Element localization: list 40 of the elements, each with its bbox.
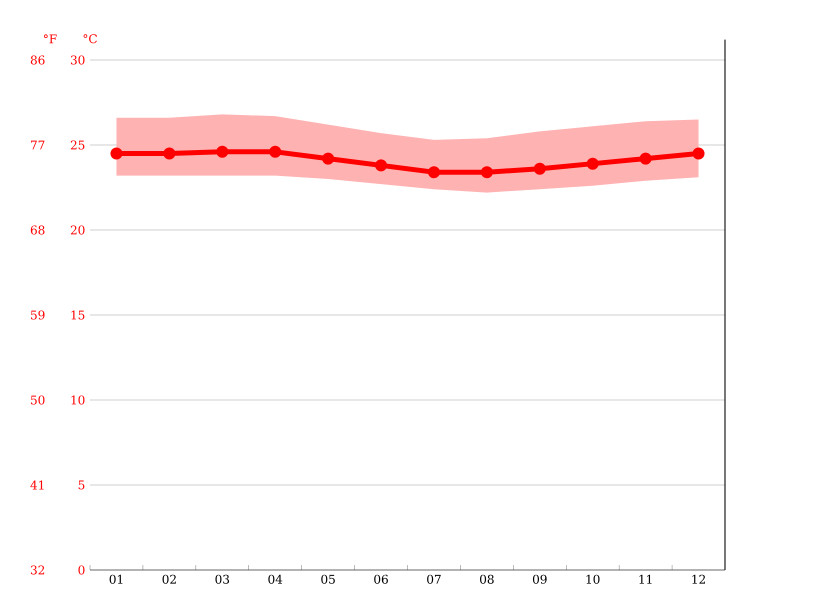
point xyxy=(586,158,599,170)
x-tick-label: 08 xyxy=(480,574,494,584)
y2-tick-label: 59 xyxy=(31,310,44,320)
x-tick-label: 03 xyxy=(215,574,230,584)
point xyxy=(269,146,282,158)
y-tick-label: 25 xyxy=(70,140,84,150)
y-tick-label: 5 xyxy=(78,480,84,490)
x-tick-label: 04 xyxy=(268,574,282,584)
y2-tick-label: 41 xyxy=(30,480,44,490)
point xyxy=(692,147,705,160)
point xyxy=(480,166,493,178)
x-tick-label: 02 xyxy=(162,574,176,584)
x-tick-label: 11 xyxy=(639,574,652,584)
x-tick-label: 06 xyxy=(374,574,388,584)
x-tick-label: 10 xyxy=(586,574,600,584)
x-tick-label: 05 xyxy=(321,574,335,584)
x-tick-label: 12 xyxy=(692,574,705,584)
y2-tick-label: 50 xyxy=(31,395,44,405)
y-axis-title: °C xyxy=(84,34,97,44)
y2-tick-label: 86 xyxy=(30,55,45,65)
y-tick-label: 20 xyxy=(70,225,84,235)
point xyxy=(534,162,546,175)
y2-tick-label: 68 xyxy=(30,225,44,235)
point xyxy=(110,147,122,160)
point xyxy=(163,147,176,160)
y-tick-label: 10 xyxy=(71,395,84,405)
x-tick-label: 09 xyxy=(532,574,547,584)
point xyxy=(428,166,440,178)
y2-tick-label: 32 xyxy=(30,565,44,575)
y2-tick-label: 77 xyxy=(31,140,44,150)
point xyxy=(640,152,652,165)
y2-axis-title: °F xyxy=(44,34,57,44)
point xyxy=(322,152,334,165)
x-tick-label: 07 xyxy=(427,574,441,584)
y-tick-label: 0 xyxy=(78,565,84,575)
point xyxy=(375,159,388,172)
x-tick-label: 01 xyxy=(110,574,122,584)
point xyxy=(216,146,228,158)
y-tick-label: 30 xyxy=(70,55,84,65)
y-tick-label: 15 xyxy=(71,310,84,320)
